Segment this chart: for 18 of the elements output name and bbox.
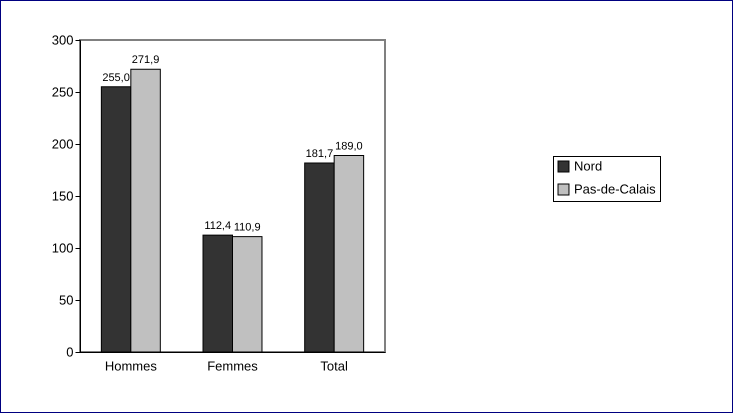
data-label: 255,0 (102, 72, 130, 84)
data-label: 271,9 (132, 54, 160, 66)
x-tick-label: Hommes (104, 358, 158, 374)
y-tick-label: 50 (59, 292, 74, 308)
y-tick-label: 200 (52, 136, 74, 152)
data-label: 189,0 (335, 140, 363, 152)
y-tick-label: 100 (52, 240, 74, 256)
y-tick-label: 250 (52, 84, 74, 100)
x-tick-label: Femmes (207, 358, 258, 374)
y-tick-label: 300 (52, 32, 74, 48)
data-label: 181,7 (306, 148, 334, 160)
y-tick-label: 0 (66, 344, 74, 360)
y-tick-label: 150 (52, 188, 74, 204)
legend-label: Nord (574, 158, 602, 174)
data-label: 110,9 (234, 222, 261, 234)
data-label: 112,4 (204, 220, 232, 232)
legend-label: Pas-de-Calais (574, 182, 656, 196)
x-tick-label: Total (320, 358, 348, 374)
